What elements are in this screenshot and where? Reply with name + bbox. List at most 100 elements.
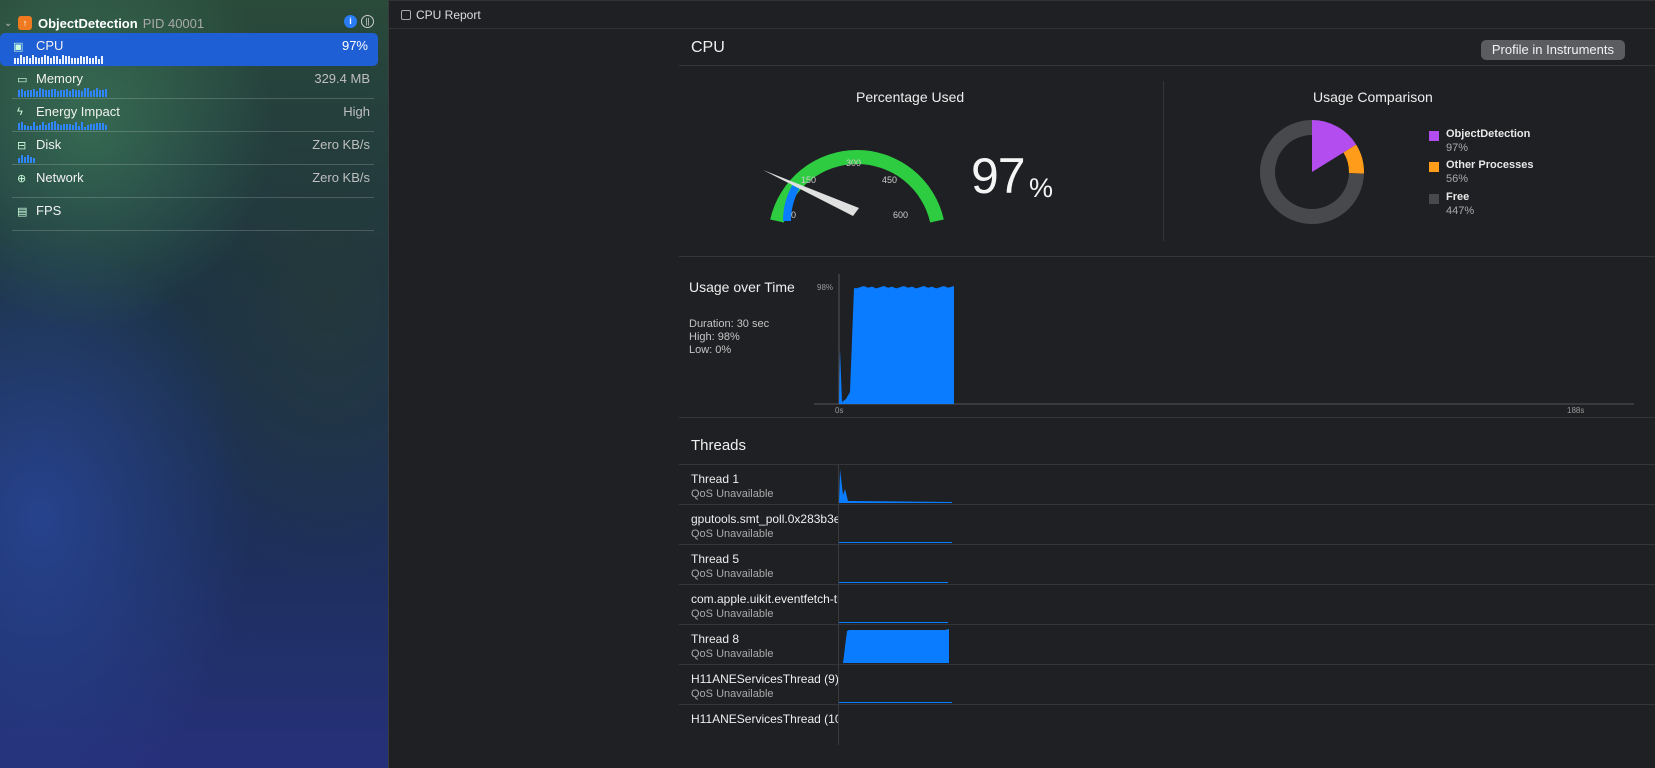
spark-bar <box>60 89 62 97</box>
spark-bar <box>35 57 37 64</box>
gauge-value: 97% <box>341 38 368 53</box>
divider <box>679 544 1655 545</box>
sidebar-item-memory[interactable]: ▭ Memory 329.4 MB <box>4 66 374 99</box>
usage-duration: Duration: 30 sec <box>689 318 770 330</box>
thread-graph <box>838 505 952 545</box>
memory-sparkline <box>18 88 107 97</box>
spark-bar <box>84 126 86 130</box>
spark-bar <box>18 158 20 163</box>
gauge-tick-label: 450 <box>882 175 897 185</box>
spark-bar <box>53 56 55 64</box>
spark-bar <box>45 89 47 97</box>
sidebar-divider[interactable] <box>388 0 389 768</box>
spark-bar <box>60 125 62 130</box>
spark-bar <box>81 90 83 97</box>
sidebar-item-fps[interactable]: ▤ FPS <box>4 198 374 231</box>
thread-row[interactable]: H11ANEServicesThread (10) <box>679 705 1655 745</box>
spark-bar <box>62 55 64 64</box>
graph-x-start-label: 0s <box>835 406 844 415</box>
thread-row[interactable]: com.apple.uikit.eventfetch-th QoS Unavai… <box>679 585 1655 625</box>
thread-row[interactable]: gputools.smt_poll.0x283b3e0 QoS Unavaila… <box>679 505 1655 545</box>
thread-row[interactable]: Thread 1 QoS Unavailable <box>679 465 1655 505</box>
globe-icon: ⊕ <box>17 173 27 185</box>
spark-bar <box>66 124 68 130</box>
profile-in-instruments-button[interactable]: Profile in Instruments <box>1480 40 1625 60</box>
usage-low: Low: 0% <box>689 344 732 356</box>
energy-sparkline <box>18 121 107 130</box>
thread-usage <box>839 542 952 543</box>
spark-bar <box>68 55 70 64</box>
gauge-value-arc <box>783 185 800 222</box>
spark-bar <box>102 122 104 130</box>
legend-name: Free <box>1446 191 1470 203</box>
thread-usage <box>839 702 952 703</box>
divider <box>679 464 1655 465</box>
spark-bar <box>57 123 59 130</box>
chevron-down-icon[interactable]: ⌄ <box>4 17 13 29</box>
thread-usage <box>839 582 948 583</box>
spark-bar <box>102 89 104 97</box>
divider <box>679 417 1655 418</box>
bolt-icon: ϟ <box>17 106 23 118</box>
gauge-label: Energy Impact <box>36 104 120 119</box>
thread-row[interactable]: Thread 5 QoS Unavailable <box>679 545 1655 585</box>
thread-row[interactable]: Thread 8 QoS Unavailable <box>679 625 1655 665</box>
spark-bar <box>14 57 16 64</box>
film-icon: ▤ <box>17 206 28 218</box>
sidebar: ⌄ ↑ ObjectDetection PID 40001 i || ▣ CPU… <box>0 0 389 768</box>
spark-bar <box>92 57 94 64</box>
info-icon[interactable]: i <box>344 15 357 28</box>
process-pid: PID 40001 <box>142 15 205 31</box>
threads-title: Threads <box>691 437 747 454</box>
sidebar-item-energy[interactable]: ϟ Energy Impact High <box>4 99 374 132</box>
legend-value: 97% <box>1446 142 1469 154</box>
gauge-label: FPS <box>36 203 62 218</box>
spark-bar <box>72 125 74 130</box>
gauge-label: Disk <box>36 137 62 152</box>
sidebar-item-cpu[interactable]: ▣ CPU 97% <box>0 33 378 66</box>
gauge-value: Zero KB/s <box>312 170 370 185</box>
separator <box>12 131 374 132</box>
spark-bar <box>63 124 65 130</box>
gauge-label: Memory <box>36 71 83 86</box>
spark-bar <box>71 58 73 64</box>
cpu-percent-unit: % <box>1029 173 1054 203</box>
gauge-label: Network <box>36 170 84 185</box>
spark-bar <box>78 126 80 130</box>
separator <box>12 230 374 231</box>
sidebar-item-network[interactable]: ⊕ Network Zero KB/s <box>4 165 374 198</box>
spark-bar <box>48 123 50 130</box>
disk-sparkline <box>18 154 35 163</box>
spark-bar <box>66 88 68 97</box>
separator <box>12 98 374 99</box>
spark-bar <box>41 57 43 64</box>
spark-bar <box>93 123 95 130</box>
process-header[interactable]: ⌄ ↑ ObjectDetection PID 40001 i || <box>4 13 374 33</box>
spark-bar <box>42 122 44 130</box>
gauge-tick-label: 600 <box>893 210 908 220</box>
spark-bar <box>51 88 53 97</box>
percentage-used-title: Percentage Used <box>856 89 965 105</box>
spark-bar <box>24 125 26 130</box>
spark-bar <box>99 123 101 130</box>
thread-name: gputools.smt_poll.0x283b3e0 <box>691 512 839 526</box>
legend-name: ObjectDetection <box>1446 128 1531 140</box>
spark-bar <box>99 90 101 97</box>
spark-bar <box>39 125 41 130</box>
cpu-report: CPU Profile in Instruments Percentage Us… <box>679 29 1655 768</box>
thread-qos: QoS Unavailable <box>691 568 774 580</box>
spark-bar <box>105 89 107 97</box>
thread-row[interactable]: H11ANEServicesThread (9) QoS Unavailable <box>679 665 1655 705</box>
thread-name: H11ANEServicesThread (9) <box>691 672 839 686</box>
app-icon: ↑ <box>18 16 32 30</box>
usage-area <box>839 286 954 404</box>
spark-bar <box>42 89 44 97</box>
spark-bar <box>63 90 65 97</box>
pause-icon[interactable]: || <box>361 15 374 28</box>
divider <box>679 664 1655 665</box>
gauge-tick-label: 300 <box>846 158 861 168</box>
spark-bar <box>65 56 67 64</box>
sidebar-item-disk[interactable]: ⊟ Disk Zero KB/s <box>4 132 374 165</box>
usage-donut <box>1260 120 1364 224</box>
spark-bar <box>75 122 77 130</box>
